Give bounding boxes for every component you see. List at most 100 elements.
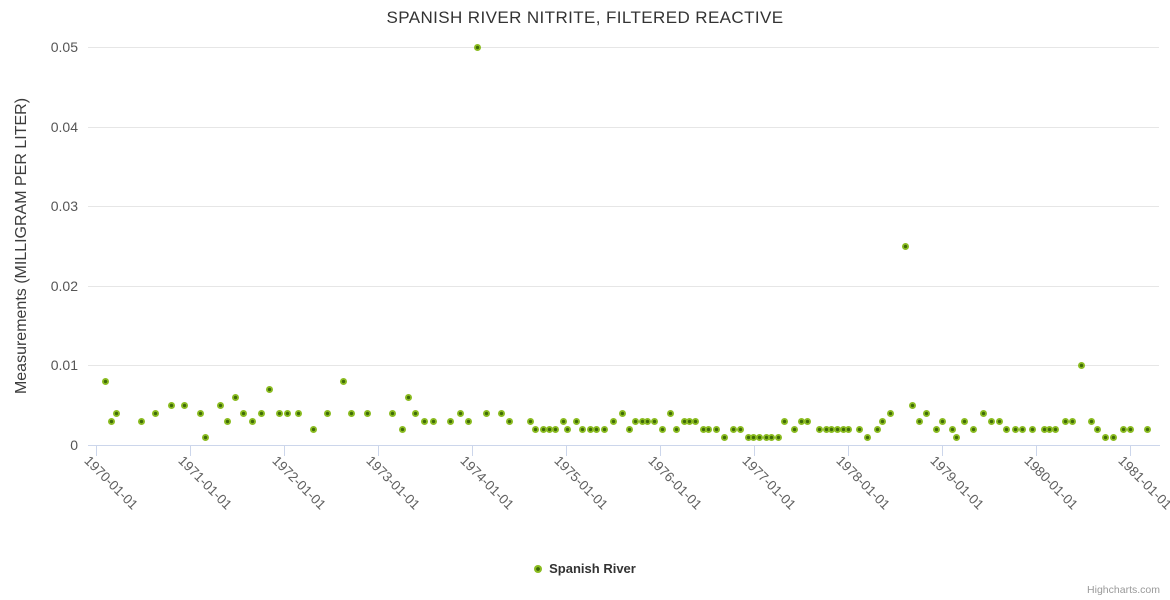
data-point[interactable] [113, 409, 121, 417]
data-point[interactable] [564, 425, 572, 433]
data-point[interactable] [839, 425, 847, 433]
data-point[interactable] [309, 425, 317, 433]
data-point[interactable] [1069, 417, 1077, 425]
data-point[interactable] [915, 417, 923, 425]
data-point[interactable] [137, 417, 145, 425]
data-point[interactable] [744, 433, 752, 441]
data-point[interactable] [774, 433, 782, 441]
data-point[interactable] [729, 425, 737, 433]
data-point[interactable] [167, 401, 175, 409]
data-point[interactable] [798, 417, 806, 425]
data-point[interactable] [822, 425, 830, 433]
highcharts-credit[interactable]: Highcharts.com [1087, 584, 1160, 596]
data-point[interactable] [474, 43, 482, 51]
data-point[interactable] [816, 425, 824, 433]
data-point[interactable] [464, 417, 472, 425]
data-point[interactable] [979, 409, 987, 417]
data-point[interactable] [364, 409, 372, 417]
data-point[interactable] [737, 425, 745, 433]
data-point[interactable] [923, 409, 931, 417]
data-point[interactable] [1011, 425, 1019, 433]
data-point[interactable] [398, 425, 406, 433]
data-point[interactable] [552, 425, 560, 433]
data-point[interactable] [559, 417, 567, 425]
data-point[interactable] [901, 242, 909, 250]
data-point[interactable] [988, 417, 996, 425]
data-point[interactable] [446, 417, 454, 425]
data-point[interactable] [638, 417, 646, 425]
data-point[interactable] [948, 425, 956, 433]
data-point[interactable] [257, 409, 265, 417]
data-point[interactable] [101, 377, 109, 385]
data-point[interactable] [781, 417, 789, 425]
data-point[interactable] [224, 417, 232, 425]
data-point[interactable] [1078, 361, 1086, 369]
data-point[interactable] [275, 409, 283, 417]
data-point[interactable] [762, 433, 770, 441]
data-point[interactable] [953, 433, 961, 441]
data-point[interactable] [610, 417, 618, 425]
data-point[interactable] [886, 409, 894, 417]
data-point[interactable] [1028, 425, 1036, 433]
data-point[interactable] [828, 425, 836, 433]
data-point[interactable] [151, 409, 159, 417]
data-point[interactable] [412, 409, 420, 417]
data-point[interactable] [600, 425, 608, 433]
data-point[interactable] [532, 425, 540, 433]
data-point[interactable] [705, 425, 713, 433]
data-point[interactable] [249, 417, 257, 425]
data-point[interactable] [659, 425, 667, 433]
data-point[interactable] [750, 433, 758, 441]
data-point[interactable] [673, 425, 681, 433]
data-point[interactable] [545, 425, 553, 433]
data-point[interactable] [873, 425, 881, 433]
data-point[interactable] [1101, 433, 1109, 441]
data-point[interactable] [180, 401, 188, 409]
data-point[interactable] [650, 417, 658, 425]
data-point[interactable] [721, 433, 729, 441]
data-point[interactable] [405, 393, 413, 401]
data-point[interactable] [855, 425, 863, 433]
data-point[interactable] [294, 409, 302, 417]
data-point[interactable] [680, 417, 688, 425]
data-point[interactable] [1110, 433, 1118, 441]
data-point[interactable] [803, 417, 811, 425]
data-point[interactable] [389, 409, 397, 417]
data-point[interactable] [526, 417, 534, 425]
data-point[interactable] [618, 409, 626, 417]
data-point[interactable] [593, 425, 601, 433]
data-point[interactable] [1019, 425, 1027, 433]
data-point[interactable] [202, 433, 210, 441]
data-point[interactable] [1061, 417, 1069, 425]
data-point[interactable] [586, 425, 594, 433]
data-point[interactable] [666, 409, 674, 417]
data-point[interactable] [879, 417, 887, 425]
data-point[interactable] [1144, 425, 1152, 433]
data-point[interactable] [1094, 425, 1102, 433]
data-point[interactable] [429, 417, 437, 425]
data-point[interactable] [497, 409, 505, 417]
data-point[interactable] [699, 425, 707, 433]
data-point[interactable] [644, 417, 652, 425]
data-point[interactable] [1003, 425, 1011, 433]
data-point[interactable] [539, 425, 547, 433]
data-point[interactable] [909, 401, 917, 409]
data-point[interactable] [1052, 425, 1060, 433]
data-point[interactable] [216, 401, 224, 409]
data-point[interactable] [960, 417, 968, 425]
data-point[interactable] [579, 425, 587, 433]
data-point[interactable] [712, 425, 720, 433]
data-point[interactable] [1040, 425, 1048, 433]
data-point[interactable] [970, 425, 978, 433]
data-point[interactable] [284, 409, 292, 417]
data-point[interactable] [421, 417, 429, 425]
data-point[interactable] [240, 409, 248, 417]
data-point[interactable] [1087, 417, 1095, 425]
data-point[interactable] [932, 425, 940, 433]
data-point[interactable] [864, 433, 872, 441]
data-point[interactable] [323, 409, 331, 417]
data-point[interactable] [1127, 425, 1135, 433]
data-point[interactable] [626, 425, 634, 433]
data-point[interactable] [834, 425, 842, 433]
data-point[interactable] [995, 417, 1003, 425]
